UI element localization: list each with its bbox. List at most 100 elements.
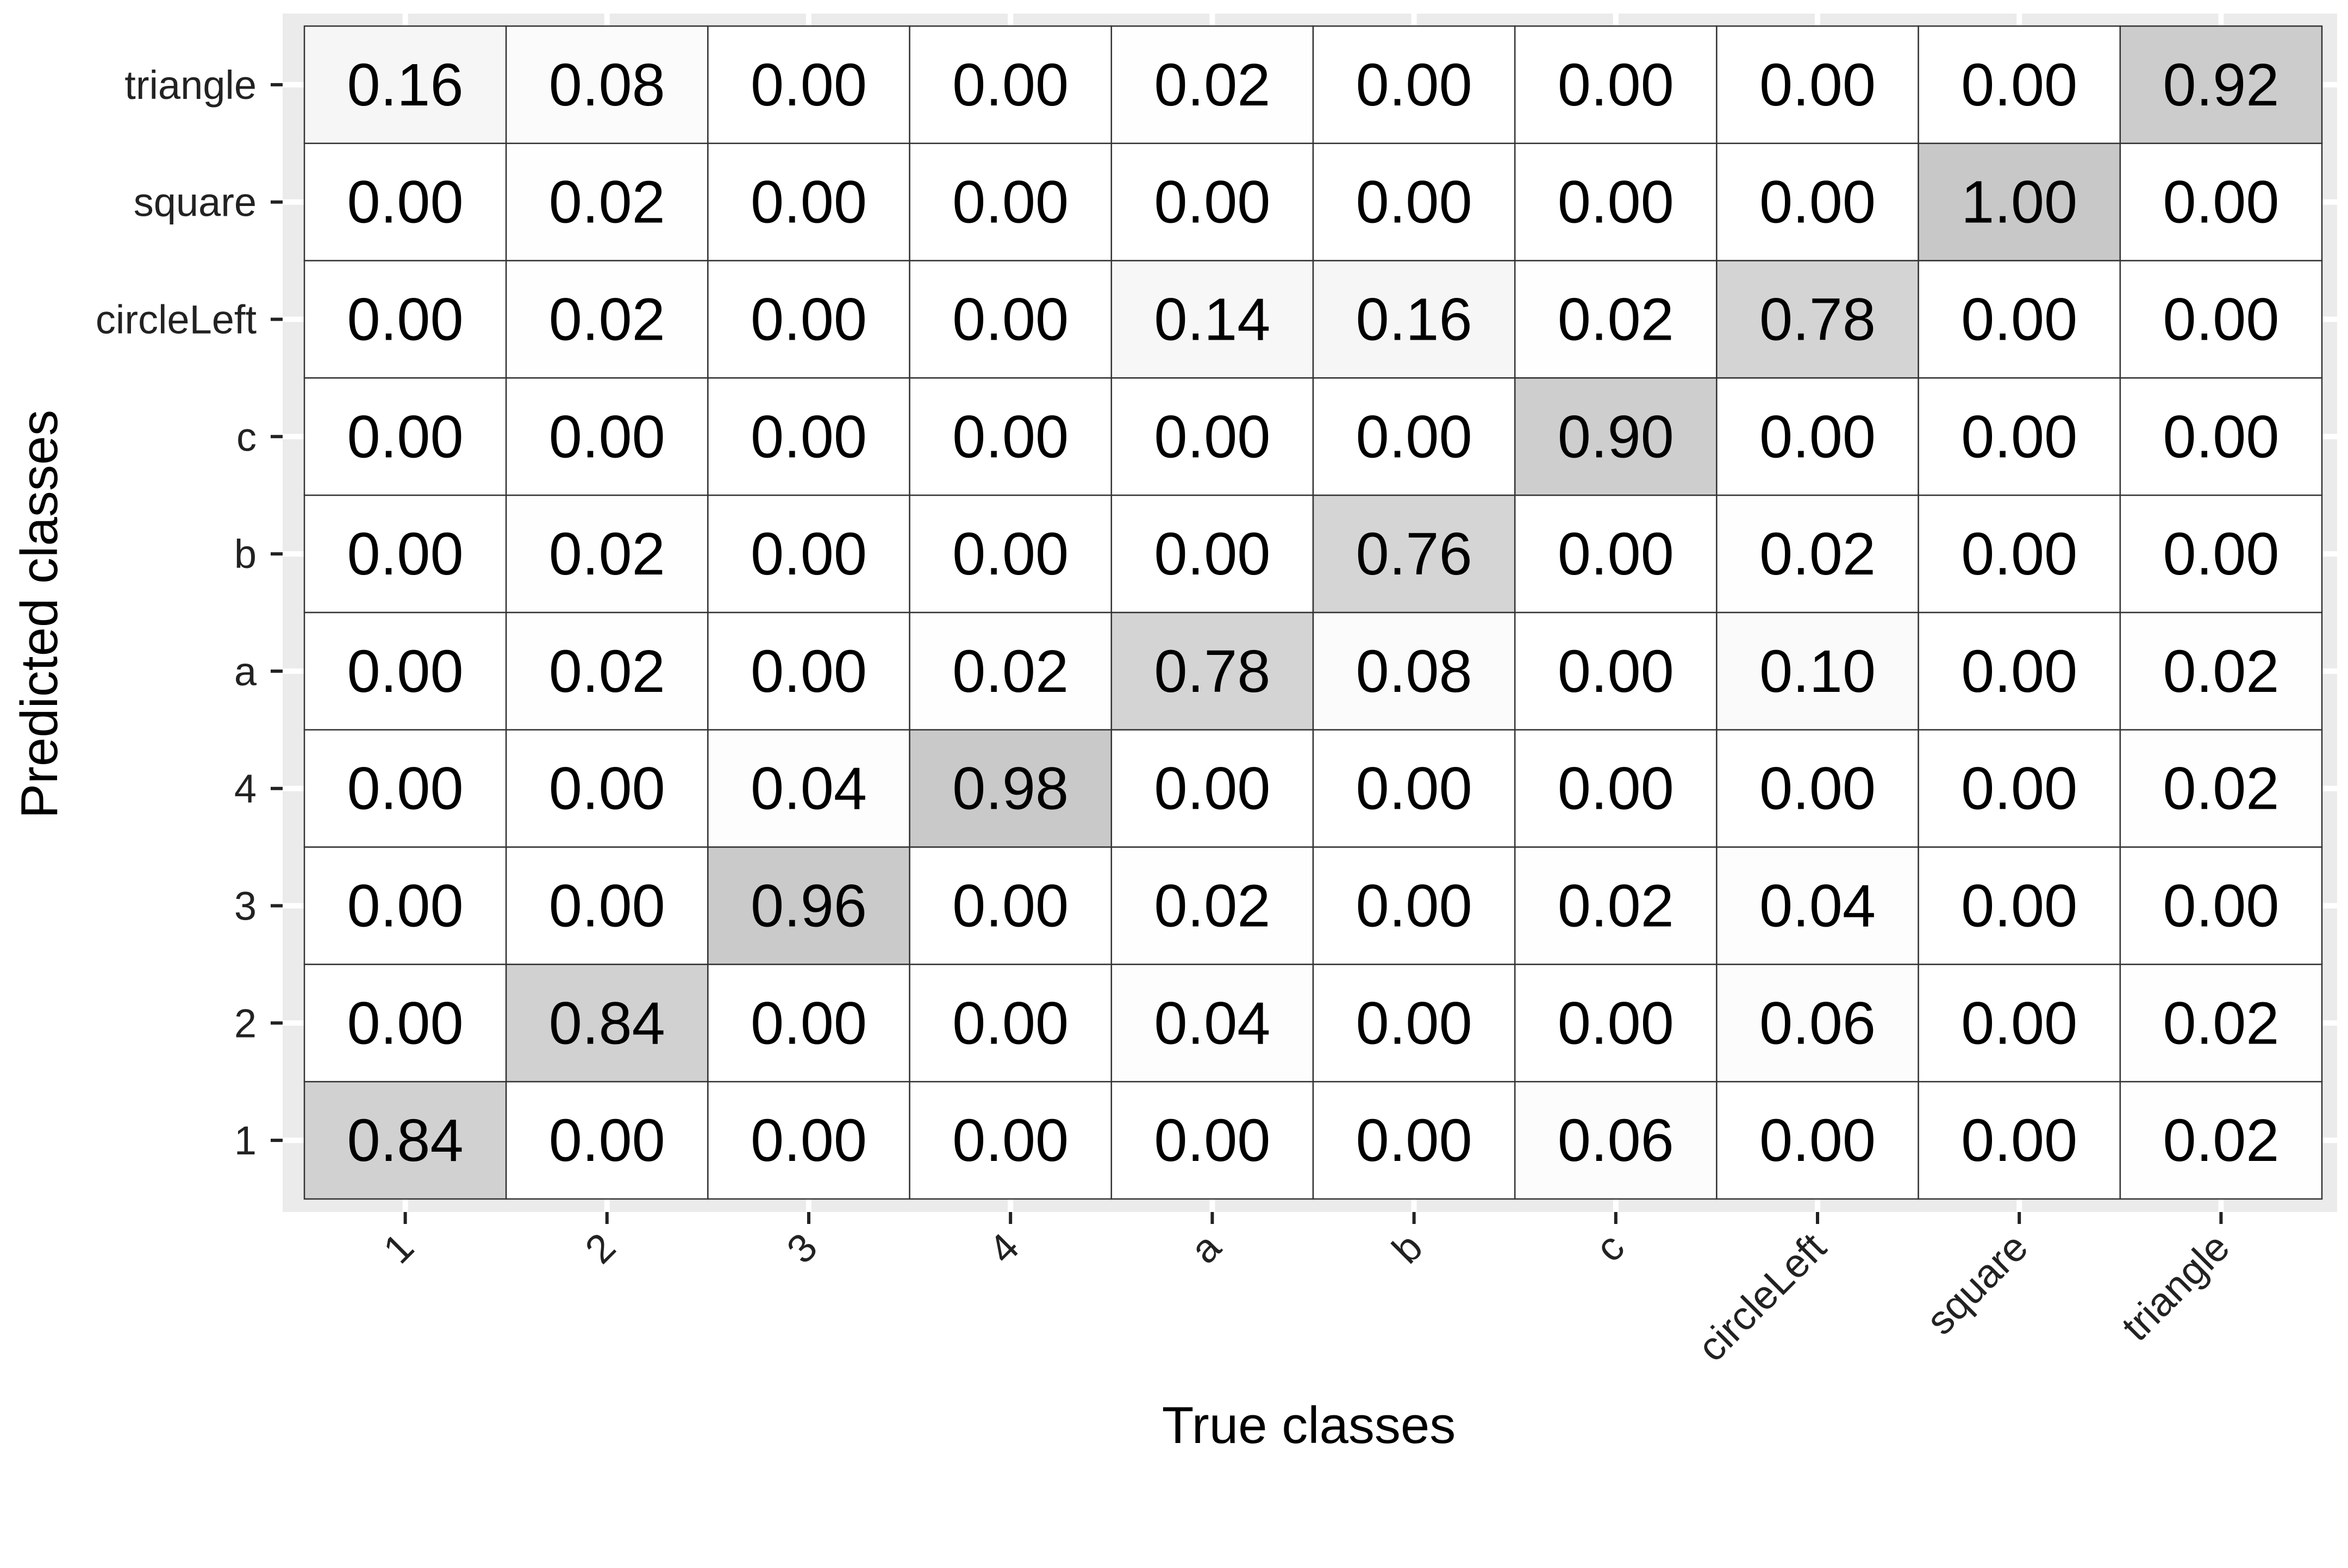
heatmap-cell xyxy=(1514,1080,1718,1200)
cell-value-label: 0.04 xyxy=(1759,873,1876,940)
y-axis-tick-label: 1 xyxy=(234,1118,257,1163)
heatmap-cell xyxy=(1716,25,1919,145)
cell-value-label: 0.02 xyxy=(1759,521,1876,588)
cell-value-label: 0.00 xyxy=(1961,873,2077,940)
heatmap-cell xyxy=(2119,377,2323,496)
x-axis-tick-label: square xyxy=(1918,1225,2037,1344)
heatmap-cell xyxy=(1514,377,1718,496)
x-axis-tick-label: c xyxy=(1587,1225,1633,1271)
heatmap-cell xyxy=(1514,260,1718,379)
cell-value-label: 0.00 xyxy=(2163,521,2279,588)
cell-value-label: 0.08 xyxy=(1356,638,1472,705)
heatmap-cell xyxy=(1110,846,1314,965)
heatmap-cell xyxy=(303,25,507,145)
heatmap-cell xyxy=(303,729,507,848)
cell-value-label: 0.00 xyxy=(1356,873,1472,940)
cell-value-label: 0.00 xyxy=(1558,638,1674,705)
cell-value-label: 0.00 xyxy=(1558,990,1674,1057)
cell-value-label: 0.00 xyxy=(1961,286,2077,353)
cell-value-label: 0.06 xyxy=(1558,1107,1674,1174)
heatmap-cell xyxy=(1918,1080,2121,1200)
y-axis-tick-label: b xyxy=(234,532,257,577)
cell-value-label: 0.00 xyxy=(1154,755,1270,822)
cell-value-label: 0.16 xyxy=(347,52,464,118)
heatmap-cell xyxy=(707,729,910,848)
cell-value-label: 0.00 xyxy=(751,286,867,353)
heatmap-cell xyxy=(1716,142,1919,261)
heatmap-cell xyxy=(909,1080,1113,1200)
cell-value-label: 0.00 xyxy=(751,403,867,470)
heatmap-cell xyxy=(1312,1080,1516,1200)
cell-value-label: 0.02 xyxy=(952,638,1069,705)
y-axis-tick-label: 3 xyxy=(234,884,257,929)
cell-value-label: 0.00 xyxy=(2163,873,2279,940)
cell-value-label: 0.96 xyxy=(751,873,867,940)
heatmap-cell xyxy=(505,142,709,261)
cell-value-label: 0.00 xyxy=(952,403,1069,470)
y-axis: triangle square circleLeft c b a 4 3 2 1 xyxy=(96,63,283,1163)
cell-value-label: 0.00 xyxy=(1154,403,1270,470)
heatmap-cell xyxy=(2119,1080,2323,1200)
heatmap-cell xyxy=(1312,846,1516,965)
x-axis-title: True classes xyxy=(1162,1396,1456,1454)
cell-value-label: 0.02 xyxy=(1558,286,1674,353)
cell-value-label: 0.00 xyxy=(347,990,464,1057)
heatmap-cell xyxy=(707,846,910,965)
heatmap-cell xyxy=(1716,494,1919,614)
heatmap-cell xyxy=(707,260,910,379)
heatmap-cell xyxy=(1918,964,2121,1083)
cell-value-label: 0.00 xyxy=(2163,403,2279,470)
x-axis-tick-label: b xyxy=(1383,1225,1431,1272)
heatmap-cell xyxy=(1110,964,1314,1083)
cell-value-label: 0.00 xyxy=(1154,169,1270,236)
x-axis-tick-label: circleLeft xyxy=(1689,1224,1834,1370)
heatmap-cell xyxy=(1312,377,1516,496)
y-axis-tick-label: 2 xyxy=(234,1001,257,1046)
cell-value-label: 0.00 xyxy=(1154,1107,1270,1174)
heatmap-cell xyxy=(303,1080,507,1200)
heatmap-cell xyxy=(1716,729,1919,848)
cell-value-label: 0.76 xyxy=(1356,521,1472,588)
cell-value-label: 0.14 xyxy=(1154,286,1270,353)
cell-value-label: 0.00 xyxy=(1961,52,2077,118)
cell-value-label: 0.00 xyxy=(952,521,1069,588)
cell-value-label: 0.10 xyxy=(1759,638,1876,705)
x-axis-tick-label: 4 xyxy=(980,1225,1028,1272)
cell-value-label: 0.00 xyxy=(1961,638,2077,705)
heatmap-cell xyxy=(1918,729,2121,848)
cell-value-label: 0.00 xyxy=(751,990,867,1057)
cell-value-label: 0.00 xyxy=(549,755,665,822)
y-axis-tick-label: circleLeft xyxy=(96,297,257,342)
cell-value-label: 0.00 xyxy=(549,873,665,940)
cell-value-label: 0.00 xyxy=(1961,521,2077,588)
heatmap-cell xyxy=(303,494,507,614)
cell-value-label: 0.00 xyxy=(1759,169,1876,236)
cell-value-label: 0.00 xyxy=(347,169,464,236)
heatmap-cell xyxy=(1918,25,2121,145)
heatmap-cell xyxy=(505,1080,709,1200)
cell-value-label: 0.00 xyxy=(1356,169,1472,236)
cell-value-label: 0.00 xyxy=(751,638,867,705)
heatmap-cell xyxy=(505,964,709,1083)
heatmap-cell xyxy=(707,25,910,145)
heatmap-cell xyxy=(1918,611,2121,731)
y-axis-title: Predicted classes xyxy=(10,410,68,819)
cell-value-label: 0.00 xyxy=(1759,1107,1876,1174)
cell-value-label: 0.00 xyxy=(2163,169,2279,236)
cell-value-label: 0.02 xyxy=(549,638,665,705)
cell-value-label: 0.00 xyxy=(1558,169,1674,236)
heatmap-cell xyxy=(303,377,507,496)
heatmap-cell xyxy=(1312,25,1516,145)
heatmap-cell xyxy=(303,611,507,731)
cell-value-label: 0.16 xyxy=(1356,286,1472,353)
y-axis-tick-label: a xyxy=(234,649,257,694)
heatmap-cell xyxy=(909,377,1113,496)
cell-value-label: 0.00 xyxy=(952,873,1069,940)
heatmap-cell xyxy=(1716,846,1919,965)
heatmap-cell xyxy=(909,260,1113,379)
x-axis-tick-label: triangle xyxy=(2113,1225,2238,1350)
cell-value-label: 0.02 xyxy=(549,521,665,588)
heatmap-cell xyxy=(1110,377,1314,496)
